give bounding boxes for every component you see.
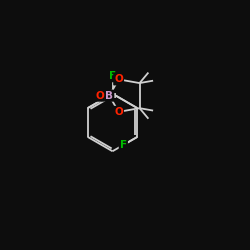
Text: O: O [95,90,104,101]
Text: F: F [109,71,116,81]
Text: B: B [105,90,113,101]
Text: F: F [120,140,127,150]
Text: O: O [114,107,123,117]
Text: O: O [114,74,123,85]
